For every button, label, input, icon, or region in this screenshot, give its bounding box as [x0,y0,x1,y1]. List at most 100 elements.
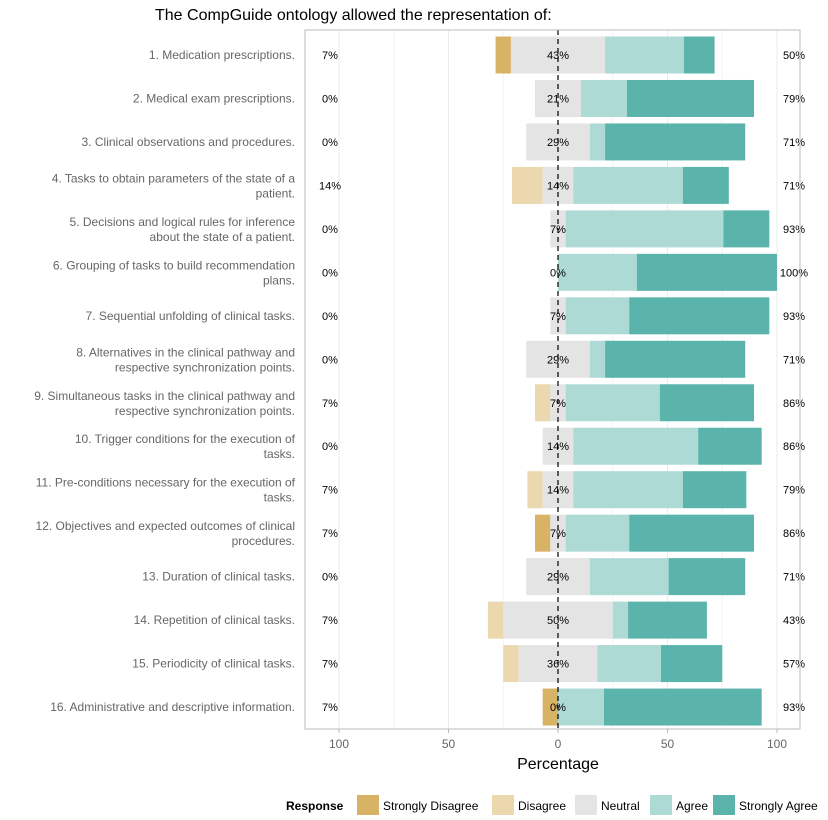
category-label: 11. Pre-conditions necessary for the exe… [36,476,296,505]
bar-strongly-agree [603,688,762,726]
left-percent-label: 7% [322,485,338,497]
bar-disagree [535,384,551,422]
legend-label: Strongly Agree [739,799,818,813]
bar-agree [597,645,661,683]
legend-label: Neutral [601,799,640,813]
bar-agree [573,471,683,509]
bar-strongly-agree [668,558,746,596]
category-label: 4. Tasks to obtain parameters of the sta… [52,171,296,200]
bar-strongly-agree [605,340,746,378]
right-percent-label: 57% [783,659,805,671]
legend-item-neutral: Neutral [575,795,640,817]
right-percent-label: 86% [783,398,805,410]
left-percent-label: 7% [322,702,338,714]
neutral-percent-label: 43% [547,50,569,62]
neutral-percent-label: 29% [547,572,569,584]
bar-strongly-agree [629,297,770,335]
bar-strongly-agree [626,79,755,117]
legend-item-strongly-disagree: Strongly Disagree [357,795,479,817]
left-percent-label: 0% [322,311,338,323]
neutral-percent-label: 50% [547,615,569,627]
bar-agree [558,253,637,291]
bar-agree [558,688,604,726]
left-percent-label: 7% [322,615,338,627]
category-label: 6. Grouping of tasks to build recommenda… [53,258,295,287]
right-percent-label: 71% [783,137,805,149]
bar-agree [573,427,699,465]
category-label: 5. Decisions and logical rules for infer… [70,215,296,244]
neutral-percent-label: 29% [547,354,569,366]
bar-strongly-disagree [542,688,558,726]
bar-strongly-agree [605,123,746,161]
x-tick-label: 100 [767,737,787,751]
x-tick-label: 100 [329,737,349,751]
left-percent-label: 0% [322,354,338,366]
bar-strongly-agree [698,427,762,465]
chart-title: The CompGuide ontology allowed the repre… [155,7,552,24]
bar-strongly-agree [682,471,747,509]
category-label: 2. Medical exam prescriptions. [133,91,295,105]
right-percent-label: 79% [783,485,805,497]
bar-disagree [512,166,543,204]
right-percent-label: 93% [783,224,805,236]
right-percent-label: 43% [783,615,805,627]
category-label: 15. Periodicity of clinical tasks. [132,657,295,671]
bar-agree [565,210,724,248]
bar-strongly-agree [628,601,707,639]
category-label: 16. Administrative and descriptive infor… [50,700,295,714]
legend-item-disagree: Disagree [492,795,566,817]
left-percent-label: 0% [322,441,338,453]
legend-label: Strongly Disagree [383,799,479,813]
bar-disagree [487,601,504,639]
x-axis: 100 50 0 50 100 [304,29,801,751]
x-tick-label: 50 [442,737,456,751]
left-percent-label: 7% [322,398,338,410]
legend-item-strongly-agree: Strongly Agree [713,795,818,817]
x-tick-label: 50 [661,737,675,751]
category-label: 10. Trigger conditions for the execution… [75,432,296,461]
left-percent-label: 7% [322,528,338,540]
bar-strongly-agree [682,166,729,204]
bar-agree [589,123,606,161]
right-percent-label: 100% [780,267,808,279]
category-label: 14. Repetition of clinical tasks. [134,613,295,627]
legend-item-agree: Agree [650,795,708,817]
bar-agree [605,36,684,74]
right-percent-label: 79% [783,93,805,105]
bar-disagree [527,471,543,509]
legend-swatch [492,795,514,817]
bar-neutral [550,297,566,335]
left-percent-label: 14% [319,180,341,192]
category-label: 3. Clinical observations and procedures. [82,135,295,149]
bar-agree [612,601,629,639]
left-percent-label: 0% [322,572,338,584]
right-percent-label: 86% [783,441,805,453]
legend-swatch [575,795,597,817]
left-percent-label: 0% [322,137,338,149]
bar-agree [565,384,660,422]
right-percent-label: 93% [783,702,805,714]
legend-swatch [713,795,735,817]
bar-agree [565,514,630,552]
neutral-percent-label: 21% [547,93,569,105]
bar-strongly-disagree [535,514,551,552]
bars [487,36,777,726]
right-percent-label: 71% [783,572,805,584]
bar-strongly-agree [660,645,723,683]
bar-strongly-agree [723,210,770,248]
right-percent-label: 86% [783,528,805,540]
bar-agree [573,166,683,204]
category-label: 13. Duration of clinical tasks. [142,570,295,584]
right-percent-label: 50% [783,50,805,62]
bar-disagree [503,645,519,683]
category-label: 7. Sequential unfolding of clinical task… [86,309,295,323]
category-label: 9. Simultaneous tasks in the clinical pa… [34,389,295,418]
bar-strongly-agree [629,514,755,552]
category-label: 1. Medication prescriptions. [149,48,295,62]
legend-swatch [650,795,672,817]
legend: Response Strongly Disagree Disagree Neutral… [286,795,818,817]
bar-agree [589,340,606,378]
left-percent-label: 0% [322,93,338,105]
